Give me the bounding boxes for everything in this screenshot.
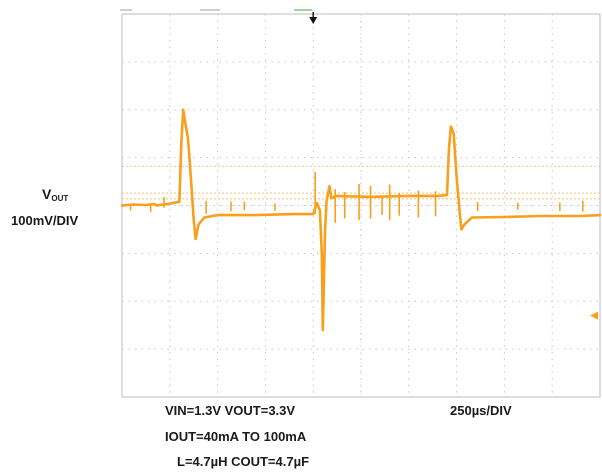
timebase-label: 250µs/DIV — [450, 403, 512, 418]
test-condition-2: IOUT=40mA TO 100mA — [165, 429, 307, 444]
grid — [120, 9, 601, 398]
vout-trace — [120, 108, 602, 332]
channel-name: VOUT — [42, 186, 69, 203]
trace-layer — [120, 108, 602, 332]
channel-scale-label: 100mV/DIV — [11, 213, 79, 228]
test-condition-1: VIN=1.3V VOUT=3.3V — [165, 403, 296, 418]
markers — [309, 12, 598, 320]
readout-mark — [200, 9, 220, 11]
test-condition-3: L=4.7µH COUT=4.7µF — [177, 454, 310, 469]
ground-reference-marker — [590, 311, 598, 320]
trigger-marker — [309, 17, 318, 24]
readout-mark — [120, 9, 132, 11]
readout-mark — [294, 9, 312, 11]
